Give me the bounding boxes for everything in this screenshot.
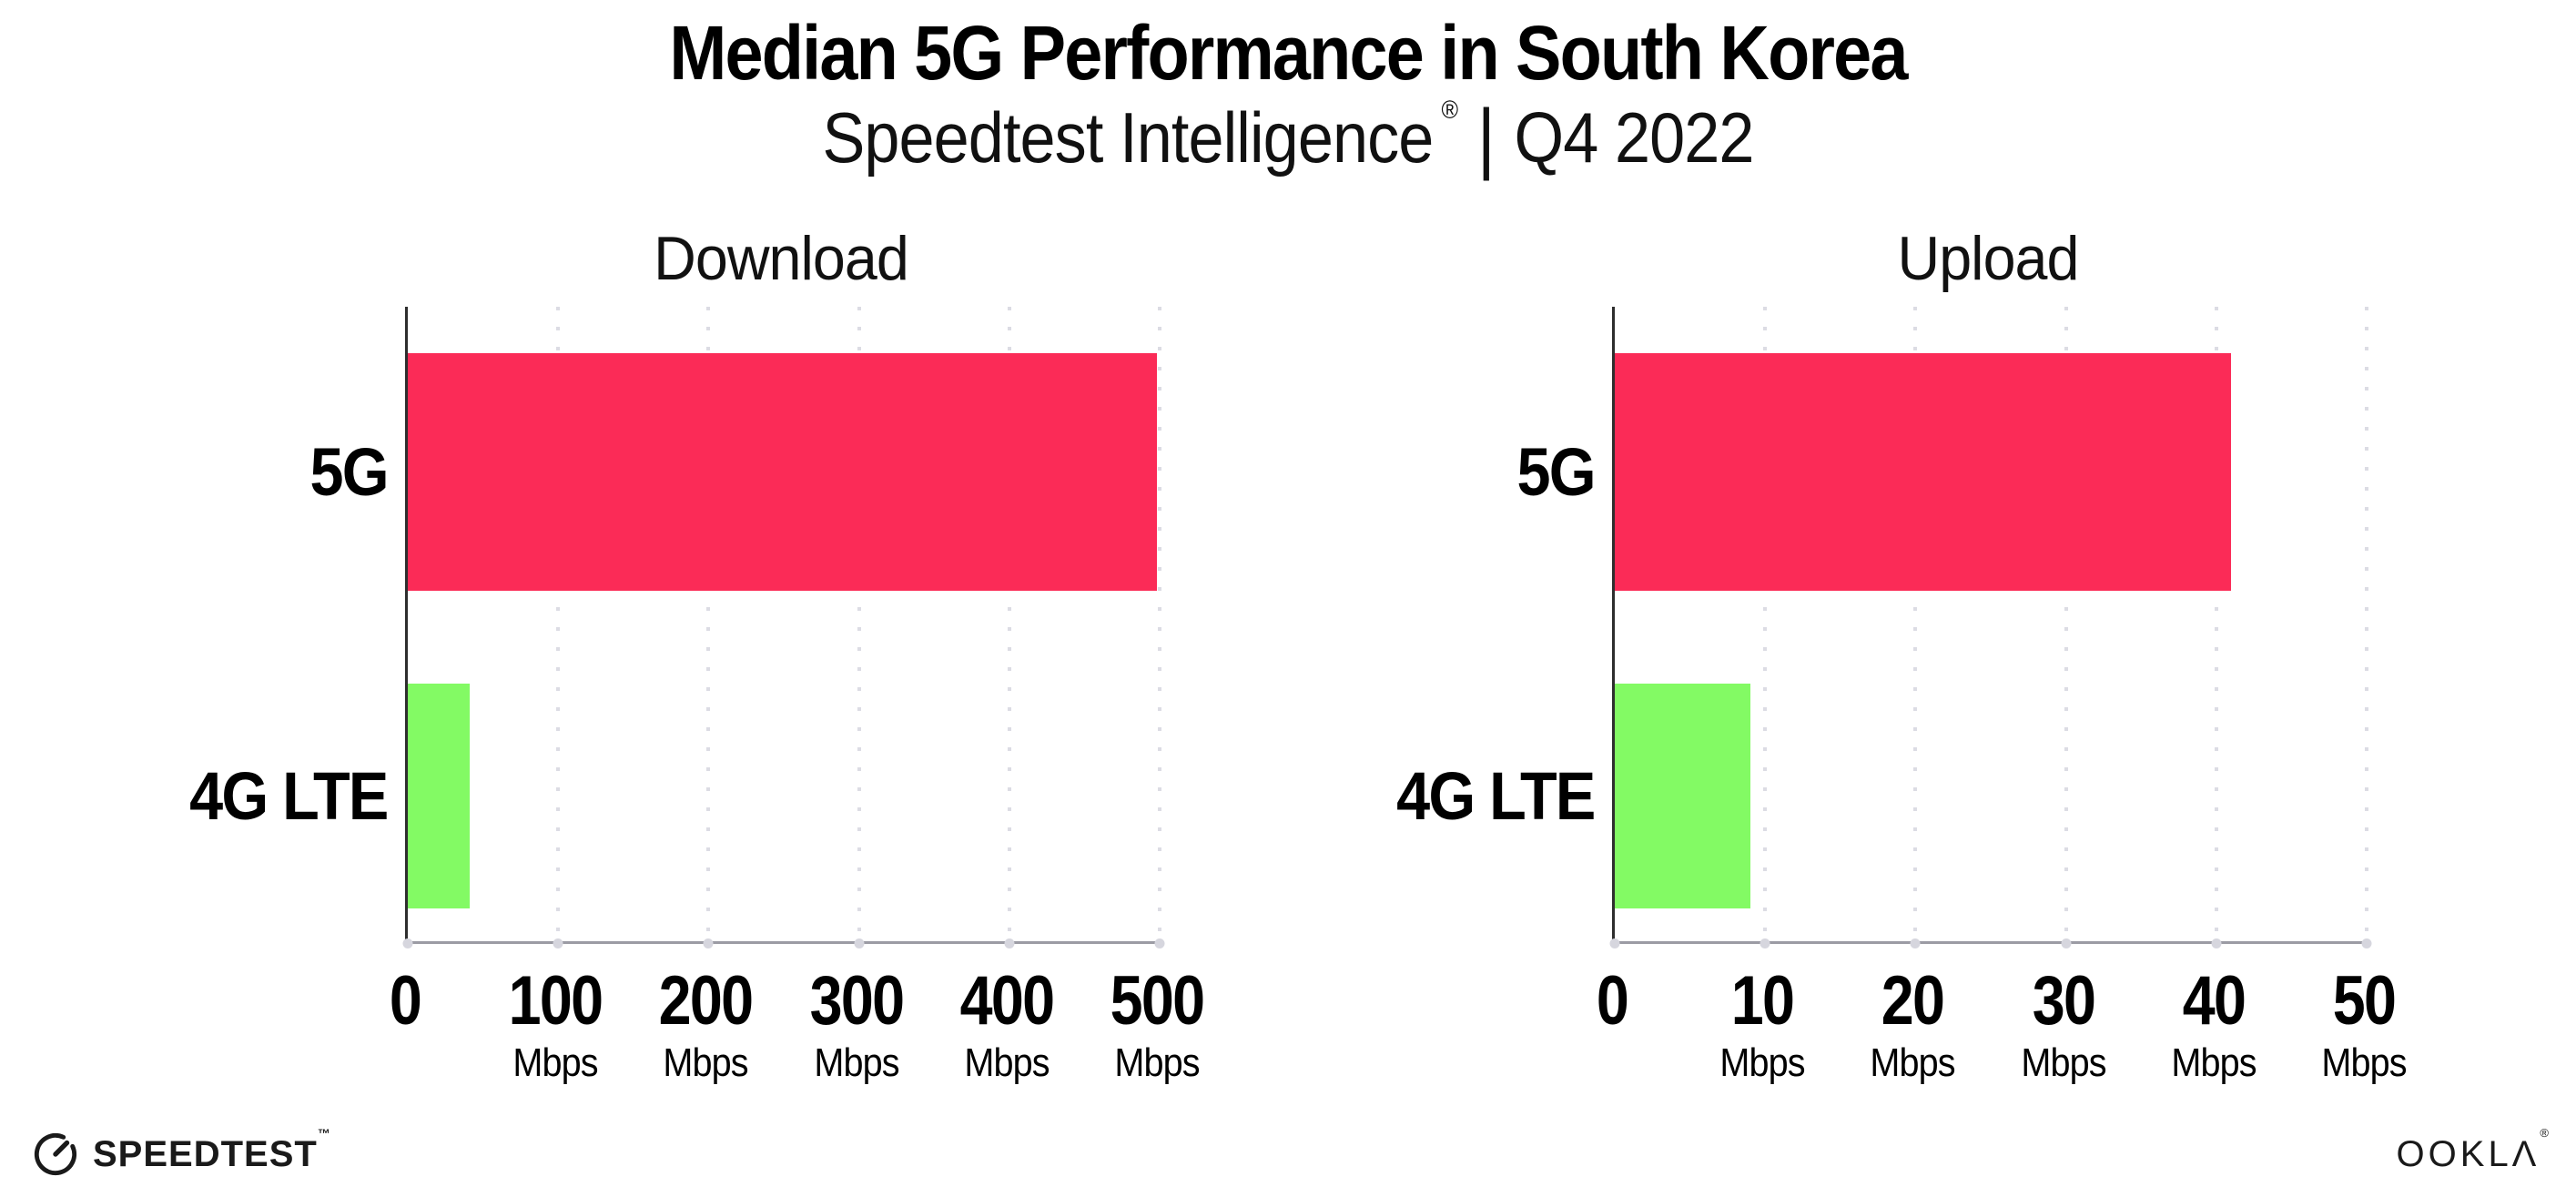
bar-5g — [1615, 353, 2232, 591]
x-tick-label-0: 0 — [1596, 962, 1629, 1040]
gridline-20 — [1913, 307, 1918, 941]
gridline-10 — [1763, 307, 1768, 941]
x-tick-label-30: 30 Mbps — [2020, 962, 2106, 1085]
gridline-30 — [2064, 307, 2068, 941]
subtitle-period: Q4 2022 — [1514, 97, 1755, 178]
page-title: Median 5G Performance in South Korea — [669, 10, 1908, 96]
bar-5g — [408, 353, 1157, 591]
tick-cap-0 — [402, 938, 413, 948]
category-label-5g: 5G — [1516, 434, 1597, 510]
upload-x-axis: 0 10 Mbps 20 Mbps 30 Mbps 40 Mbps 50 Mbps — [1597, 962, 2408, 1103]
subtitle-separator: | — [1476, 94, 1496, 182]
category-label-4g-lte: 4G LTE — [189, 758, 390, 834]
bar-4g-lte — [408, 684, 470, 908]
tick-cap-300 — [854, 938, 865, 948]
download-chart-title: Download — [654, 224, 909, 293]
x-tick-label-200: 200 Mbps — [659, 962, 754, 1085]
gridline-200 — [706, 307, 711, 941]
gridline-400 — [1007, 307, 1011, 941]
ookla-wordmark: OOKLΛ® — [2396, 1125, 2549, 1174]
upload-chart: Upload 5G 4G LTE 0 10 Mbps 20 Mbps 30 Mbps 40 Mbp… — [1397, 224, 2408, 1083]
category-label-5g: 5G — [309, 434, 390, 510]
x-tick-label-10: 10 Mbps — [1719, 962, 1806, 1085]
download-x-axis: 0 100 Mbps 200 Mbps 300 Mbps 400 Mbps 500 Mbps — [390, 962, 1205, 1103]
subtitle-product: Speedtest Intelligence — [822, 97, 1434, 178]
gridline-500 — [1158, 307, 1161, 941]
ookla-logo: OOKLΛ® — [2396, 1125, 2549, 1175]
speedtest-logo: SPEEDTEST™ — [33, 1126, 331, 1177]
x-tick-label-40: 40 Mbps — [2171, 962, 2257, 1085]
tick-cap-500 — [1154, 938, 1165, 948]
bar-4g-lte — [1615, 684, 1750, 908]
ookla-registered-mark: ® — [2540, 1125, 2549, 1140]
tick-cap-50 — [2361, 938, 2372, 948]
gridline-50 — [2365, 307, 2368, 941]
category-label-4g-lte: 4G LTE — [1396, 758, 1597, 834]
x-tick-label-0: 0 — [389, 962, 422, 1040]
header: Median 5G Performance in South Korea Spe… — [0, 13, 2576, 177]
x-tick-label-100: 100 Mbps — [508, 962, 603, 1085]
x-tick-label-400: 400 Mbps — [959, 962, 1054, 1085]
x-tick-label-500: 500 Mbps — [1110, 962, 1205, 1085]
tick-cap-100 — [553, 938, 563, 948]
tick-cap-400 — [1004, 938, 1015, 948]
gridline-100 — [556, 307, 561, 941]
speedtest-gauge-icon — [34, 1132, 77, 1176]
tick-cap-200 — [703, 938, 714, 948]
gridline-300 — [857, 307, 861, 941]
upload-chart-title: Upload — [1897, 224, 2079, 293]
tick-cap-0 — [1609, 938, 1620, 948]
tick-cap-10 — [1760, 938, 1770, 948]
tick-cap-40 — [2211, 938, 2222, 948]
x-tick-label-300: 300 Mbps — [809, 962, 904, 1085]
x-tick-label-20: 20 Mbps — [1870, 962, 1956, 1085]
registered-mark: ® — [1441, 96, 1458, 125]
speedtest-wordmark: SPEEDTEST™ — [93, 1126, 331, 1174]
x-tick-label-50: 50 Mbps — [2321, 962, 2407, 1085]
tick-cap-20 — [1910, 938, 1921, 948]
gridline-40 — [2214, 307, 2218, 941]
upload-plot-area: 5G 4G LTE — [1397, 307, 2372, 948]
subtitle: Speedtest Intelligence ® | Q4 2022 — [129, 94, 2448, 182]
download-chart: Download 5G 4G LTE 0 100 Mbps 200 Mbps 300 Mbps… — [190, 224, 1205, 1083]
download-plot-area: 5G 4G LTE — [190, 307, 1165, 948]
tick-cap-30 — [2061, 938, 2072, 948]
speedtest-trademark: ™ — [317, 1126, 331, 1141]
